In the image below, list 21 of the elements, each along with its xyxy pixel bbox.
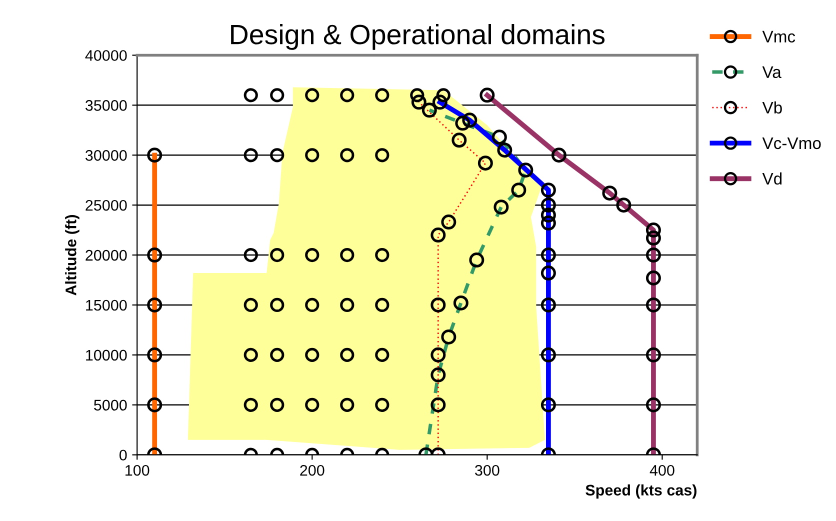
y-tick-label: 10000 xyxy=(86,350,127,361)
y-tick-label: 35000 xyxy=(85,100,127,111)
y-tick-label: 40000 xyxy=(85,50,127,61)
legend-label: Vd xyxy=(762,172,782,185)
y-tick-label: 5000 xyxy=(94,400,127,411)
y-tick-label: 15000 xyxy=(86,300,127,311)
y-tick-label: 30000 xyxy=(85,150,127,161)
legend-label: Vmc xyxy=(762,30,796,43)
y-tick-label: 0 xyxy=(119,450,127,461)
y-axis-title: Altitude (ft) xyxy=(65,215,80,296)
chart-title: Design & Operational domains xyxy=(231,24,605,50)
legend-label: Vb xyxy=(762,101,782,114)
x-tick-label: 100 xyxy=(126,464,150,476)
legend-label: Va xyxy=(762,66,782,78)
x-tick-label: 400 xyxy=(650,464,674,476)
y-tick-label: 20000 xyxy=(86,250,127,261)
x-tick-label: 300 xyxy=(475,464,500,476)
x-tick-label: 200 xyxy=(300,464,324,476)
y-tick-label: 25000 xyxy=(86,200,127,211)
x-axis-title: Speed (kts cas) xyxy=(586,484,696,499)
legend-label: Vc-Vmo xyxy=(762,137,821,150)
